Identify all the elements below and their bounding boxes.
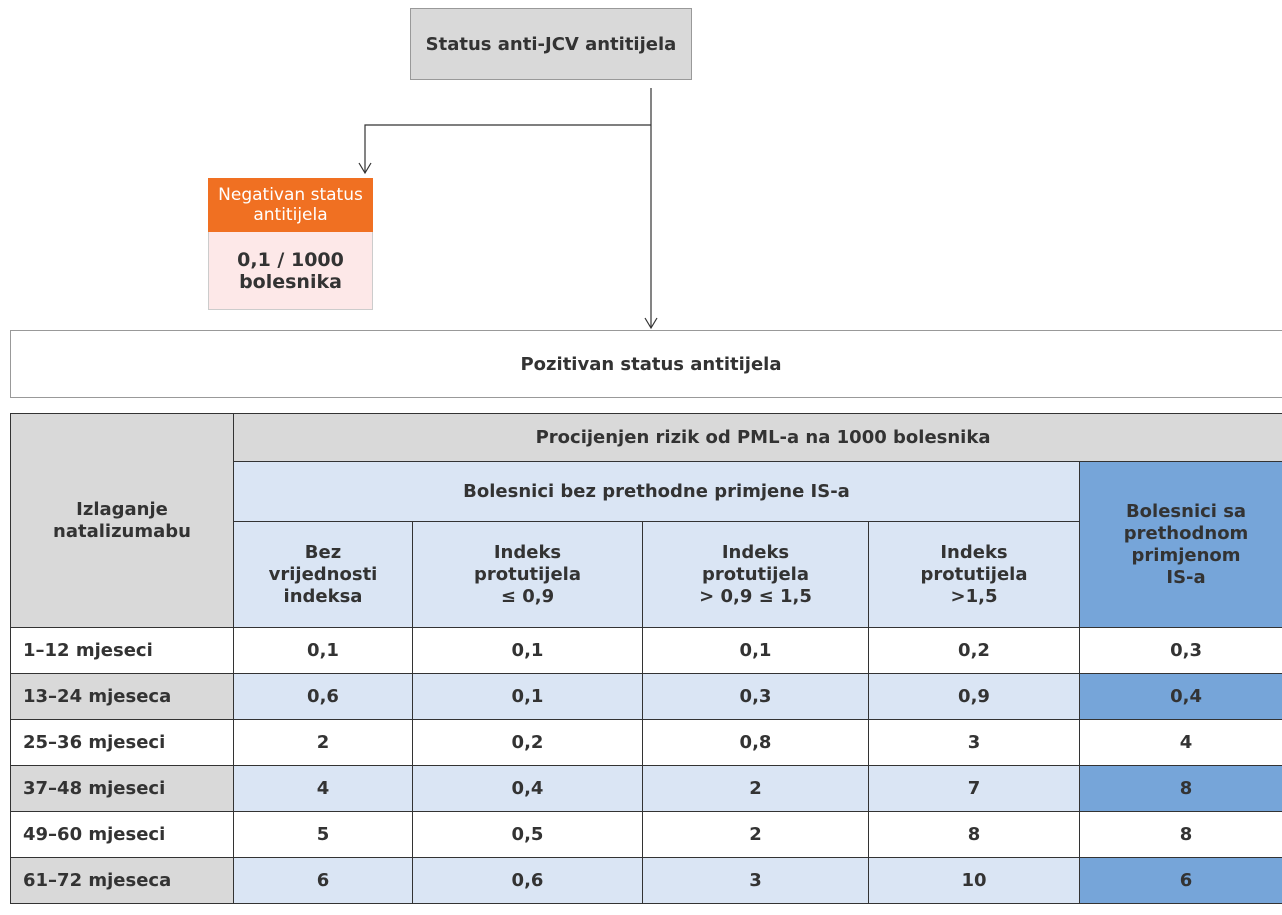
cell: 0,6 — [412, 857, 643, 904]
row-label: 49–60 mjeseci — [10, 811, 234, 858]
cell: 0,3 — [1078, 627, 1282, 674]
row-label: 37–48 mjeseci — [10, 765, 234, 812]
cell: 0,1 — [412, 673, 643, 720]
cell: 0,3 — [642, 673, 869, 720]
cell: 0,8 — [642, 719, 869, 766]
negative-risk: 0,1 / 1000 bolesnika — [208, 232, 373, 310]
column-header: Indeks protutijela > 0,9 ≤ 1,5 — [642, 521, 869, 628]
cell: 4 — [1078, 719, 1282, 766]
cell: 10 — [868, 857, 1080, 904]
positive-node: Pozitivan status antitijela — [10, 330, 1282, 398]
cell: 0,1 — [642, 627, 869, 674]
cell: 3 — [642, 857, 869, 904]
table-body: Izlaganje natalizumabu Procijenjen rizik… — [10, 413, 1282, 904]
cell: 2 — [642, 765, 869, 812]
cell: 0,5 — [412, 811, 643, 858]
cell: 0,9 — [868, 673, 1080, 720]
connectors — [358, 88, 658, 330]
cell: 0,4 — [1078, 673, 1282, 720]
cell: 6 — [233, 857, 413, 904]
cell: 0,2 — [868, 627, 1080, 674]
cell: 8 — [1078, 765, 1282, 812]
table-title: Procijenjen rizik od PML-a na 1000 boles… — [232, 413, 1282, 462]
negative-node: Negativan status antitijela — [208, 178, 373, 232]
cell: 2 — [233, 719, 413, 766]
header-row: Bolesnici bez prethodne primjene IS-a Bo… — [11, 461, 1282, 628]
data-row: 49–60 mjeseci 5 0,5 2 8 8 — [10, 811, 1282, 858]
data-row: 37–48 mjeseci 4 0,4 2 7 8 — [10, 765, 1282, 812]
row-label: 61–72 mjeseca — [10, 857, 234, 904]
root-node: Status anti-JCV antitijela — [410, 8, 692, 80]
cell: 0,2 — [412, 719, 643, 766]
cell: 2 — [642, 811, 869, 858]
cell: 0,1 — [233, 627, 413, 674]
data-row: 61–72 mjeseca 6 0,6 3 10 6 — [10, 857, 1282, 904]
row-label: 1–12 mjeseci — [10, 627, 234, 674]
column-header: Bez vrijednosti indeksa — [233, 521, 413, 628]
row-header: Izlaganje natalizumabu — [10, 413, 234, 628]
cell: 0,6 — [233, 673, 413, 720]
cell: 8 — [868, 811, 1080, 858]
column-header: Indeks protutijela >1,5 — [868, 521, 1080, 628]
cell: 3 — [868, 719, 1080, 766]
group-header: Bolesnici sa prethodnom primjenom IS-a — [1078, 461, 1282, 628]
data-row: 25–36 mjeseci 2 0,2 0,8 3 4 — [10, 719, 1282, 766]
cell: 6 — [1078, 857, 1282, 904]
data-row: 1–12 mjeseci 0,1 0,1 0,1 0,2 0,3 — [10, 627, 1282, 674]
cell: 4 — [233, 765, 413, 812]
group-header: Bolesnici bez prethodne primjene IS-a — [233, 461, 1080, 522]
row-label: 13–24 mjeseca — [10, 673, 234, 720]
cell: 0,4 — [412, 765, 643, 812]
cell: 5 — [233, 811, 413, 858]
data-row: 13–24 mjeseca 0,6 0,1 0,3 0,9 0,4 — [10, 673, 1282, 720]
column-header: Indeks protutijela ≤ 0,9 — [412, 521, 643, 628]
cell: 7 — [868, 765, 1080, 812]
header-row: Izlaganje natalizumabu Procijenjen rizik… — [10, 413, 1282, 628]
cell: 8 — [1078, 811, 1282, 858]
risk-table: Izlaganje natalizumabu Procijenjen rizik… — [10, 413, 1282, 904]
cell: 0,1 — [412, 627, 643, 674]
row-label: 25–36 mjeseci — [10, 719, 234, 766]
